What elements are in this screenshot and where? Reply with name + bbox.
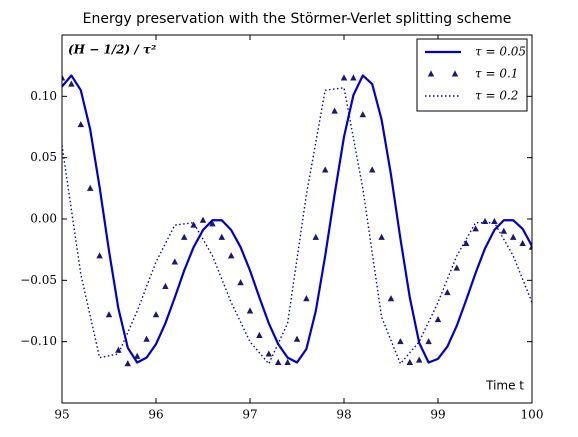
series-line: [62, 87, 532, 365]
marker: [246, 307, 254, 314]
legend-marker: [427, 70, 435, 77]
marker: [190, 221, 197, 228]
legend-label: τ = 0.1: [475, 67, 518, 81]
marker: [265, 350, 273, 357]
marker: [462, 239, 470, 247]
marker: [143, 335, 150, 342]
y-annotation: (H − 1/2) / τ²: [68, 43, 156, 57]
marker: [397, 338, 404, 345]
legend-label: τ = 0.2: [475, 89, 518, 103]
marker: [162, 282, 169, 289]
y-tick-label: −0.05: [20, 273, 57, 287]
marker: [227, 252, 235, 259]
x-tick-label: 97: [242, 408, 257, 422]
marker: [62, 74, 66, 81]
marker: [124, 360, 132, 367]
marker: [453, 264, 461, 271]
marker: [359, 111, 367, 118]
marker: [434, 315, 442, 323]
marker: [133, 352, 141, 359]
marker: [321, 166, 329, 173]
marker: [509, 233, 517, 240]
chart-title: Energy preservation with the Störmer-Ver…: [83, 11, 512, 27]
marker: [331, 107, 338, 114]
marker: [519, 239, 526, 247]
marker: [68, 80, 75, 87]
x-tick-label: 99: [430, 408, 445, 422]
marker: [96, 252, 103, 259]
plot-frame: [61, 34, 533, 404]
marker: [171, 258, 179, 265]
x-tick-label: 96: [148, 408, 163, 422]
x-tick-label: 95: [54, 408, 69, 422]
y-tick-label: 0.05: [30, 150, 57, 164]
legend-marker: [451, 70, 459, 77]
marker: [491, 217, 498, 224]
marker: [415, 356, 423, 363]
marker: [387, 295, 395, 302]
marker: [350, 74, 357, 81]
marker: [378, 233, 385, 240]
marker: [256, 331, 263, 339]
marker: [86, 184, 94, 191]
marker: [500, 227, 508, 234]
marker: [209, 220, 216, 227]
marker: [115, 346, 122, 353]
marker: [293, 335, 301, 342]
marker: [237, 279, 244, 286]
marker: [180, 233, 188, 240]
x-tick-label: 98: [336, 408, 351, 422]
legend-label: τ = 0.05: [475, 45, 526, 59]
marker: [274, 358, 282, 366]
marker: [312, 233, 320, 240]
marker: [340, 74, 348, 81]
marker: [444, 289, 451, 296]
marker: [77, 120, 85, 128]
marker: [472, 225, 479, 232]
marker: [481, 217, 489, 224]
y-tick-label: −0.10: [20, 334, 57, 348]
marker: [218, 233, 226, 240]
marker: [105, 311, 113, 318]
marker: [406, 358, 414, 366]
marker: [284, 358, 291, 366]
y-tick-label: 0.10: [30, 89, 57, 103]
marker: [368, 166, 376, 173]
marker: [303, 295, 310, 302]
marker: [425, 338, 432, 345]
x-annotation: Time t: [485, 379, 524, 393]
marker: [528, 243, 532, 250]
x-tick-label: 100: [521, 408, 544, 422]
y-tick-label: 0.00: [30, 212, 57, 226]
series-line: [62, 74, 532, 364]
marker: [152, 311, 160, 318]
marker: [199, 216, 207, 223]
